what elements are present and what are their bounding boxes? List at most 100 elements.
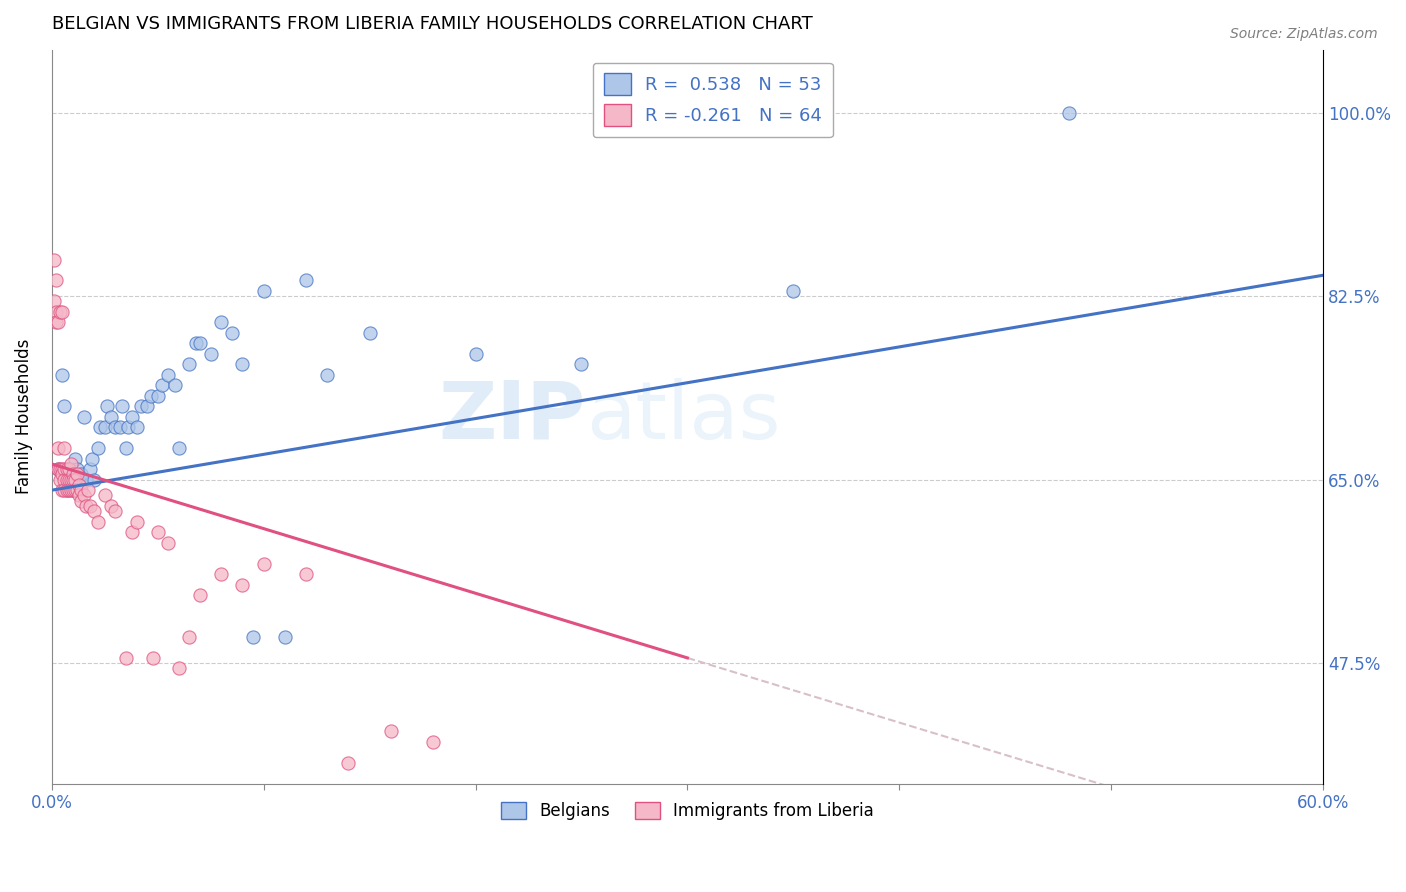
Point bbox=[66, 462, 89, 476]
Point bbox=[53, 462, 76, 476]
Point bbox=[66, 467, 89, 482]
Point bbox=[253, 557, 276, 571]
Point bbox=[464, 347, 486, 361]
Point bbox=[93, 488, 115, 502]
Point bbox=[125, 420, 148, 434]
Legend: Belgians, Immigrants from Liberia: Belgians, Immigrants from Liberia bbox=[494, 796, 880, 827]
Point bbox=[72, 409, 94, 424]
Point bbox=[96, 399, 118, 413]
Point bbox=[42, 252, 65, 267]
Point bbox=[59, 473, 82, 487]
Point bbox=[53, 473, 76, 487]
Point bbox=[295, 567, 318, 582]
Point bbox=[63, 451, 86, 466]
Point bbox=[55, 473, 77, 487]
Point bbox=[100, 409, 122, 424]
Point bbox=[141, 389, 163, 403]
Point bbox=[51, 305, 73, 319]
Point bbox=[67, 473, 90, 487]
Point bbox=[59, 457, 82, 471]
Point bbox=[53, 483, 76, 498]
Point bbox=[104, 420, 127, 434]
Point bbox=[59, 483, 82, 498]
Point bbox=[59, 473, 82, 487]
Point bbox=[179, 357, 201, 371]
Point bbox=[221, 326, 243, 340]
Point bbox=[209, 315, 232, 329]
Point bbox=[782, 284, 804, 298]
Point bbox=[253, 284, 276, 298]
Point bbox=[51, 467, 73, 482]
Point bbox=[42, 294, 65, 309]
Point bbox=[76, 483, 98, 498]
Point bbox=[150, 378, 173, 392]
Point bbox=[70, 467, 93, 482]
Point bbox=[157, 535, 180, 549]
Point bbox=[117, 420, 139, 434]
Point bbox=[58, 483, 80, 498]
Point bbox=[67, 478, 90, 492]
Point bbox=[242, 630, 264, 644]
Point bbox=[45, 305, 67, 319]
Text: BELGIAN VS IMMIGRANTS FROM LIBERIA FAMILY HOUSEHOLDS CORRELATION CHART: BELGIAN VS IMMIGRANTS FROM LIBERIA FAMIL… bbox=[52, 15, 813, 33]
Point bbox=[146, 525, 169, 540]
Point bbox=[80, 451, 103, 466]
Point bbox=[115, 442, 138, 456]
Point bbox=[62, 483, 84, 498]
Point bbox=[274, 630, 297, 644]
Point bbox=[75, 499, 97, 513]
Point bbox=[51, 368, 73, 382]
Point bbox=[295, 273, 318, 287]
Point bbox=[55, 483, 77, 498]
Point bbox=[79, 462, 101, 476]
Point bbox=[136, 399, 159, 413]
Point bbox=[129, 399, 152, 413]
Point bbox=[1057, 105, 1080, 120]
Point bbox=[108, 420, 131, 434]
Point bbox=[45, 273, 67, 287]
Point bbox=[51, 483, 73, 498]
Point bbox=[46, 462, 69, 476]
Point bbox=[62, 473, 84, 487]
Point bbox=[75, 473, 97, 487]
Point bbox=[231, 577, 253, 591]
Point bbox=[100, 499, 122, 513]
Point bbox=[49, 305, 72, 319]
Point bbox=[66, 483, 89, 498]
Point bbox=[87, 515, 110, 529]
Text: atlas: atlas bbox=[586, 378, 780, 456]
Point bbox=[104, 504, 127, 518]
Point bbox=[231, 357, 253, 371]
Point bbox=[70, 483, 93, 498]
Point bbox=[93, 420, 115, 434]
Point bbox=[72, 488, 94, 502]
Point bbox=[46, 462, 69, 476]
Point bbox=[125, 515, 148, 529]
Point bbox=[184, 336, 207, 351]
Point bbox=[380, 724, 402, 739]
Point bbox=[79, 499, 101, 513]
Point bbox=[51, 462, 73, 476]
Point bbox=[121, 525, 143, 540]
Point bbox=[45, 315, 67, 329]
Text: ZIP: ZIP bbox=[439, 378, 586, 456]
Point bbox=[70, 493, 93, 508]
Point bbox=[188, 588, 211, 602]
Point bbox=[49, 462, 72, 476]
Point bbox=[111, 399, 134, 413]
Y-axis label: Family Households: Family Households bbox=[15, 339, 32, 494]
Point bbox=[167, 442, 190, 456]
Point bbox=[359, 326, 381, 340]
Point bbox=[142, 651, 165, 665]
Point bbox=[167, 661, 190, 675]
Point bbox=[58, 473, 80, 487]
Point bbox=[157, 368, 180, 382]
Point bbox=[179, 630, 201, 644]
Point bbox=[55, 462, 77, 476]
Point bbox=[200, 347, 222, 361]
Point bbox=[89, 420, 111, 434]
Point bbox=[67, 488, 90, 502]
Point bbox=[146, 389, 169, 403]
Point bbox=[209, 567, 232, 582]
Point bbox=[46, 442, 69, 456]
